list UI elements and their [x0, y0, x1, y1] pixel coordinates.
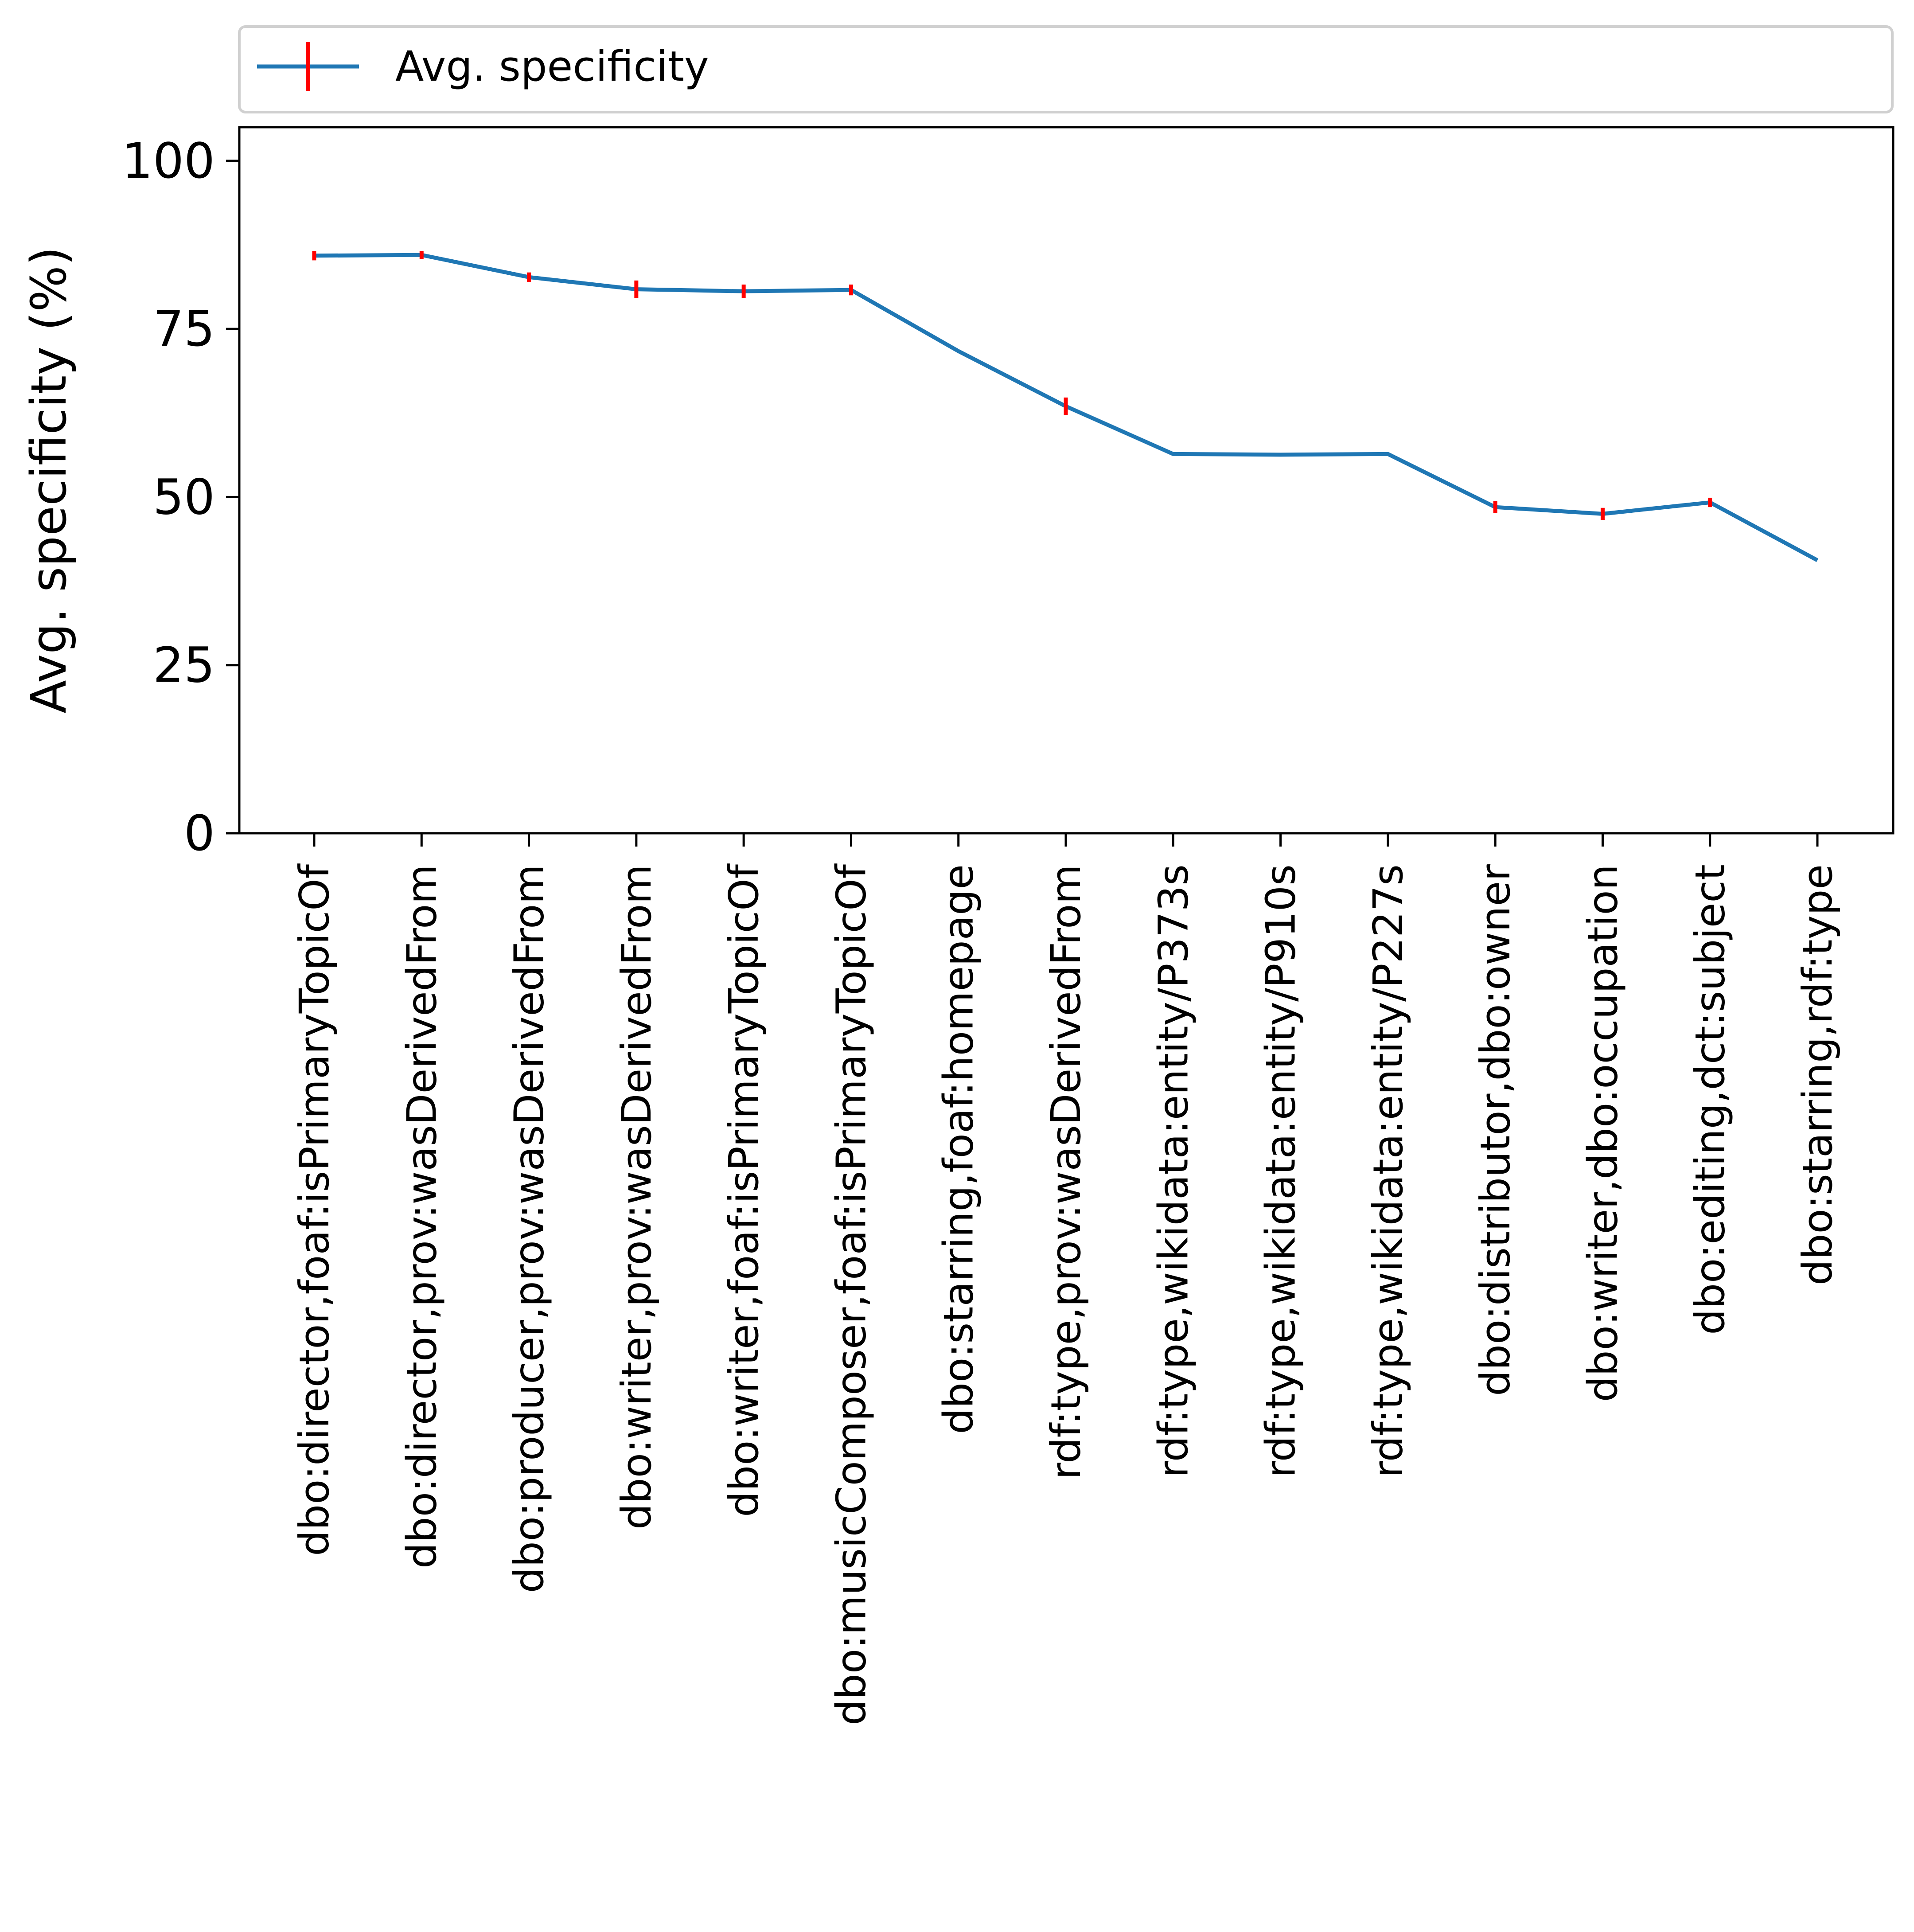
x-tick-label: dbo:writer,dbo:occupation: [1579, 864, 1626, 1402]
x-tick-label: dbo:writer,prov:wasDerivedFrom: [613, 864, 660, 1530]
x-tick-label: dbo:starring,foaf:homepage: [935, 864, 982, 1434]
x-axis: dbo:director,foaf:isPrimaryTopicOf dbo:di…: [291, 833, 1841, 1725]
x-tick-label: dbo:editing,dct:subject: [1687, 864, 1734, 1335]
series-group: [312, 251, 1819, 562]
x-tick-label: rdf:type,prov:wasDerivedFrom: [1042, 864, 1090, 1479]
x-tick-label: dbo:writer,foaf:isPrimaryTopicOf: [720, 863, 768, 1517]
legend-entry-label: Avg. specificity: [395, 43, 709, 91]
legend: Avg. specificity: [238, 25, 1894, 113]
x-tick-label: dbo:musicComposer,foaf:isPrimaryTopicOf: [827, 863, 875, 1725]
y-tick-label: 100: [122, 133, 215, 189]
y-tick-label: 50: [153, 468, 215, 525]
y-axis: 0 25 50 75 100: [122, 133, 239, 862]
y-tick-label: 75: [153, 301, 215, 357]
x-tick-label: rdf:type,wikidata:entity/P227s: [1364, 864, 1412, 1478]
y-tick-label: 25: [153, 637, 215, 694]
x-tick-label: dbo:starring,rdf:type: [1794, 864, 1841, 1285]
x-tick-label: dbo:producer,prov:wasDerivedFrom: [506, 864, 553, 1593]
x-tick-label: dbo:distributor,dbo:owner: [1472, 864, 1519, 1396]
x-tick-label: dbo:director,foaf:isPrimaryTopicOf: [291, 863, 338, 1556]
x-tick-label: dbo:director,prov:wasDerivedFrom: [398, 864, 445, 1569]
plot-frame: [238, 126, 1895, 835]
x-tick-label: rdf:type,wikidata:entity/P910s: [1257, 864, 1305, 1478]
x-tick-label: rdf:type,wikidata:entity/P373s: [1150, 864, 1197, 1478]
legend-frame: [238, 25, 1894, 113]
y-axis-title: Avg. specificity (%): [20, 246, 77, 713]
y-tick-label: 0: [184, 805, 215, 862]
